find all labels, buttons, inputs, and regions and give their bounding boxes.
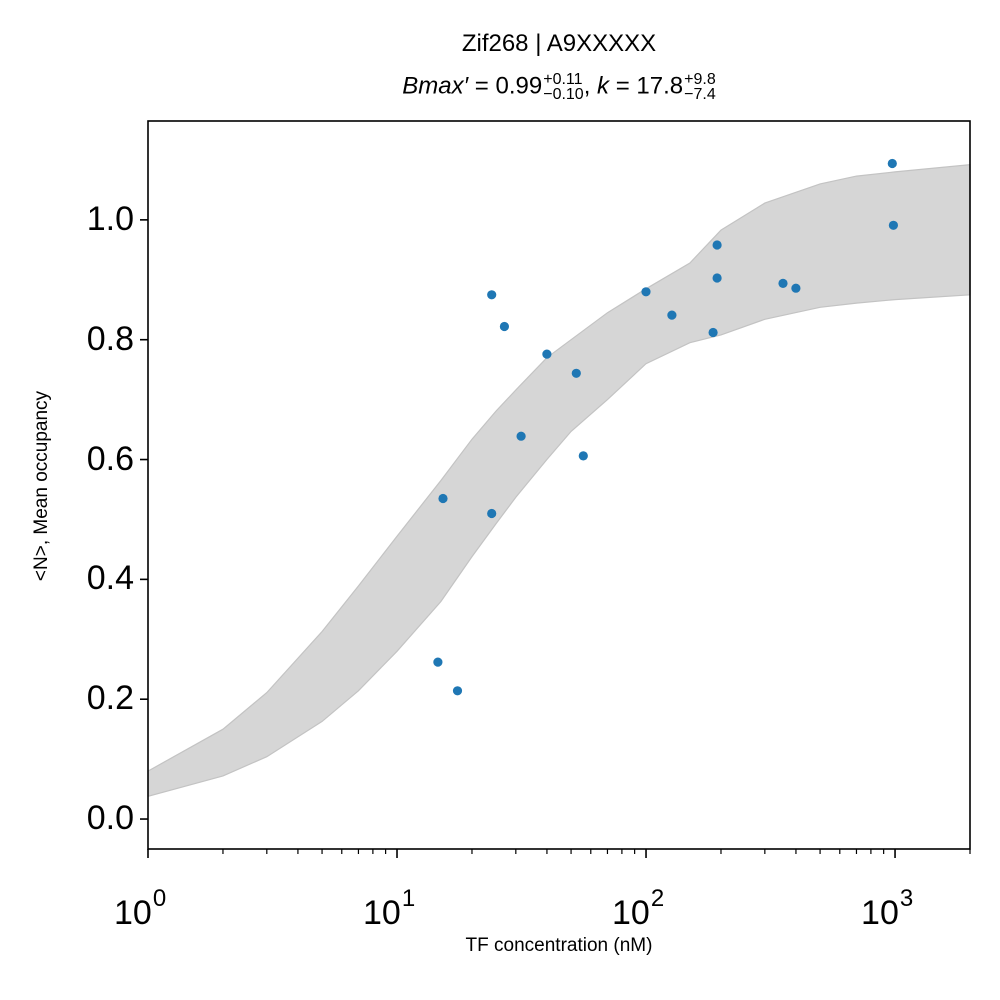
chart-subtitle: Bmax′ = 0.99 +0.11 −0.10, k = 17.8 +9.8 −7.4 [402, 71, 716, 103]
x-tick-base: 10 [612, 894, 650, 932]
data-point [499, 321, 509, 332]
x-axis-label: TF concentration (nM) [465, 935, 653, 956]
y-tick-label: 0.2 [86, 679, 134, 718]
x-tick-label: 103 [861, 885, 913, 933]
x-tick-base: 10 [114, 894, 152, 932]
data-point [542, 349, 552, 359]
plot-frame [147, 120, 971, 850]
data-point [487, 290, 497, 300]
data-point [641, 287, 651, 297]
x-tick-exponent: 0 [152, 885, 167, 912]
confidence-band-layer [147, 164, 971, 798]
k-label: k [597, 72, 610, 100]
y-tick-label: 1.0 [86, 199, 134, 238]
k-value: 17.8 [636, 72, 684, 100]
y-tick-label: 0.4 [86, 559, 134, 598]
data-point [712, 273, 722, 283]
data-point [888, 220, 899, 230]
x-tick-exponent: 2 [650, 885, 665, 912]
data-point [452, 686, 463, 696]
bmax-plus: +0.11 [543, 71, 583, 88]
y-tick-label: 0.8 [86, 319, 134, 358]
axes-layer [140, 120, 971, 858]
x-tick-label: 102 [612, 885, 664, 933]
x-tick-exponent: 1 [401, 885, 416, 912]
x-tick-base: 10 [861, 894, 899, 932]
data-point [712, 240, 722, 250]
data-point [438, 493, 448, 504]
x-tick-label: 100 [114, 885, 166, 933]
data-point [578, 451, 588, 461]
x-tick-base: 10 [363, 894, 401, 932]
bmax-value: 0.99 [495, 72, 543, 100]
data-point [778, 278, 788, 288]
k-minus: −7.4 [684, 86, 716, 103]
y-tick-label: 0.6 [86, 439, 134, 478]
confidence-band [147, 164, 971, 798]
y-tick-label: 0.0 [86, 799, 134, 838]
k-plus: +9.8 [684, 71, 716, 88]
x-tick-exponent: 3 [899, 885, 914, 912]
data-point [667, 310, 677, 320]
bmax-error-stack: +0.11 −0.10 [543, 71, 584, 103]
data-point [433, 657, 443, 667]
chart-title: Zif268 | A9XXXXX [461, 30, 657, 57]
data-points-layer [433, 158, 899, 696]
data-point [571, 368, 581, 378]
data-point [487, 508, 497, 519]
x-tick-label: 101 [363, 885, 415, 933]
bmax-minus: −0.10 [543, 86, 584, 103]
data-point [516, 431, 526, 441]
data-point [791, 283, 801, 293]
bmax-label: Bmax′ [402, 72, 469, 100]
y-axis-label: <N>, Mean occupancy [31, 390, 52, 582]
data-point [708, 327, 718, 338]
k-error-stack: +9.8 −7.4 [684, 71, 716, 103]
data-point [887, 158, 897, 169]
